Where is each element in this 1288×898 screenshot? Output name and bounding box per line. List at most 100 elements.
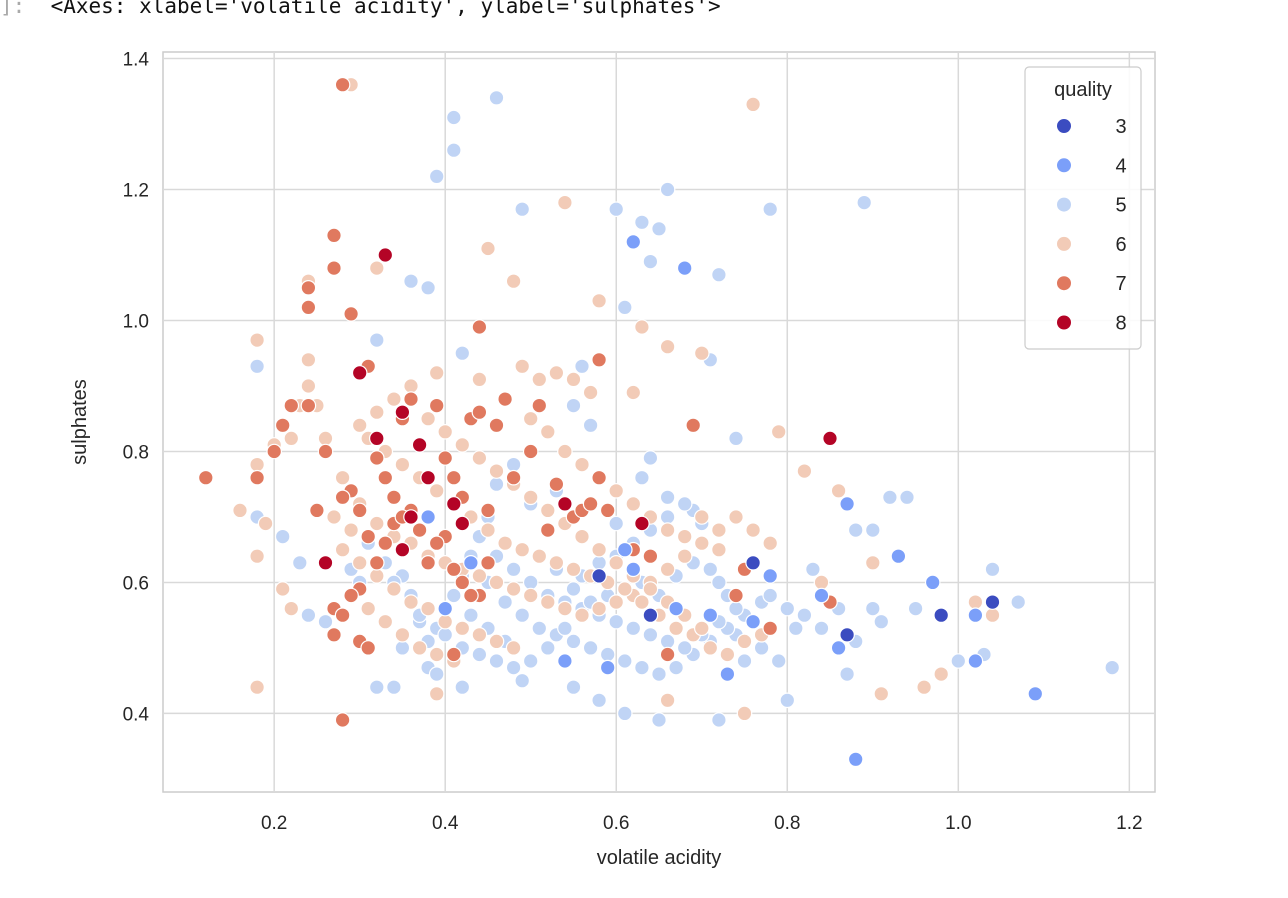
data-point-quality-6: [702, 640, 719, 656]
data-point-quality-5: [659, 489, 676, 506]
data-point-quality-5: [531, 620, 548, 637]
data-point-quality-5: [505, 561, 522, 578]
data-point-quality-5: [864, 522, 881, 538]
data-point-quality-5: [394, 640, 411, 656]
data-point-quality-5: [805, 561, 821, 578]
legend-title: quality: [1054, 79, 1112, 101]
data-point-quality-6: [745, 96, 761, 113]
data-point-quality-6: [377, 613, 394, 630]
data-point-quality-6: [557, 194, 573, 211]
data-point-quality-6: [488, 463, 505, 479]
data-point-quality-6: [676, 548, 693, 564]
data-point-quality-6: [437, 613, 453, 630]
data-point-quality-6: [368, 515, 385, 532]
data-point-quality-6: [497, 535, 513, 551]
data-point-quality-5: [676, 640, 693, 656]
data-point-quality-7: [463, 587, 479, 604]
data-point-quality-6: [454, 620, 471, 637]
data-point-quality-6: [471, 450, 488, 466]
data-point-quality-5: [1104, 659, 1120, 676]
data-point-quality-6: [531, 371, 548, 388]
data-point-quality-6: [505, 273, 522, 289]
data-point-quality-5: [497, 594, 513, 610]
data-point-quality-6: [916, 679, 932, 695]
data-point-quality-5: [386, 679, 402, 695]
data-point-quality-5: [249, 358, 265, 375]
data-point-quality-5: [787, 620, 804, 637]
axes-repr-text: <Axes: xlabel='volatile acidity', ylabel…: [50, 0, 721, 18]
x-tick-label: 0.8: [774, 813, 800, 834]
data-point-quality-6: [574, 607, 590, 623]
data-point-quality-6: [659, 692, 676, 709]
data-point-quality-7: [283, 397, 300, 414]
data-point-quality-7: [522, 443, 539, 460]
data-point-quality-6: [796, 463, 813, 479]
data-point-quality-4: [625, 234, 642, 250]
data-point-quality-6: [300, 378, 317, 394]
data-point-quality-5: [565, 633, 582, 650]
data-point-quality-5: [762, 201, 778, 217]
data-point-quality-4: [1027, 685, 1044, 702]
data-point-quality-6: [548, 554, 565, 571]
data-point-quality-7: [445, 646, 462, 663]
data-point-quality-7: [488, 417, 505, 434]
data-point-quality-6: [582, 384, 599, 401]
data-point-quality-5: [702, 561, 719, 578]
data-point-quality-5: [616, 653, 633, 669]
data-point-quality-6: [539, 423, 556, 440]
data-point-quality-4: [924, 574, 941, 591]
data-point-quality-6: [591, 600, 607, 617]
data-point-quality-7: [685, 417, 701, 434]
y-tick-label: 0.6: [123, 573, 149, 594]
data-point-quality-5: [984, 561, 1001, 578]
data-point-quality-3: [642, 607, 659, 623]
data-point-quality-5: [736, 653, 753, 669]
data-point-quality-6: [437, 423, 453, 440]
data-point-quality-5: [907, 600, 924, 617]
data-point-quality-7: [386, 489, 402, 506]
data-point-quality-6: [531, 548, 548, 564]
data-point-quality-6: [693, 509, 710, 525]
data-point-quality-5: [651, 221, 667, 237]
data-point-quality-6: [522, 489, 539, 506]
data-point-quality-5: [471, 646, 488, 663]
data-point-quality-5: [753, 640, 770, 656]
data-point-quality-7: [317, 443, 334, 460]
data-point-quality-6: [770, 423, 787, 440]
data-point-quality-7: [274, 417, 291, 434]
data-point-quality-6: [317, 430, 334, 447]
data-point-quality-7: [505, 469, 522, 486]
data-point-quality-5: [420, 279, 436, 296]
data-point-quality-8: [557, 496, 573, 512]
data-point-quality-6: [762, 535, 778, 551]
data-point-quality-7: [360, 528, 376, 545]
data-point-quality-3: [933, 607, 949, 623]
data-point-quality-4: [625, 561, 642, 578]
legend-label: 6: [1115, 234, 1126, 256]
data-point-quality-5: [608, 201, 624, 217]
data-point-quality-6: [420, 600, 436, 617]
legend-marker: [1056, 118, 1072, 134]
data-point-quality-5: [651, 666, 667, 682]
data-point-quality-6: [574, 456, 590, 473]
data-point-quality-8: [822, 430, 838, 447]
data-point-quality-7: [599, 502, 616, 519]
data-point-quality-7: [728, 587, 744, 604]
data-point-quality-5: [899, 489, 915, 506]
cell-output-repr: ]: <Axes: xlabel='volatile acidity', yla…: [0, 0, 721, 18]
data-point-quality-5: [728, 430, 744, 447]
y-axis-label: sulphates: [69, 379, 91, 465]
data-point-quality-3: [839, 626, 855, 643]
data-point-quality-4: [599, 659, 616, 676]
data-point-quality-7: [343, 587, 359, 604]
data-point-quality-6: [548, 365, 565, 381]
data-point-quality-5: [634, 214, 650, 231]
data-point-quality-5: [522, 653, 539, 669]
data-point-quality-4: [437, 600, 453, 617]
data-point-quality-6: [591, 541, 607, 558]
data-point-quality-6: [505, 581, 522, 597]
data-point-quality-7: [300, 299, 317, 316]
data-point-quality-4: [557, 653, 573, 669]
data-point-quality-6: [428, 365, 445, 381]
data-point-quality-7: [591, 351, 607, 368]
